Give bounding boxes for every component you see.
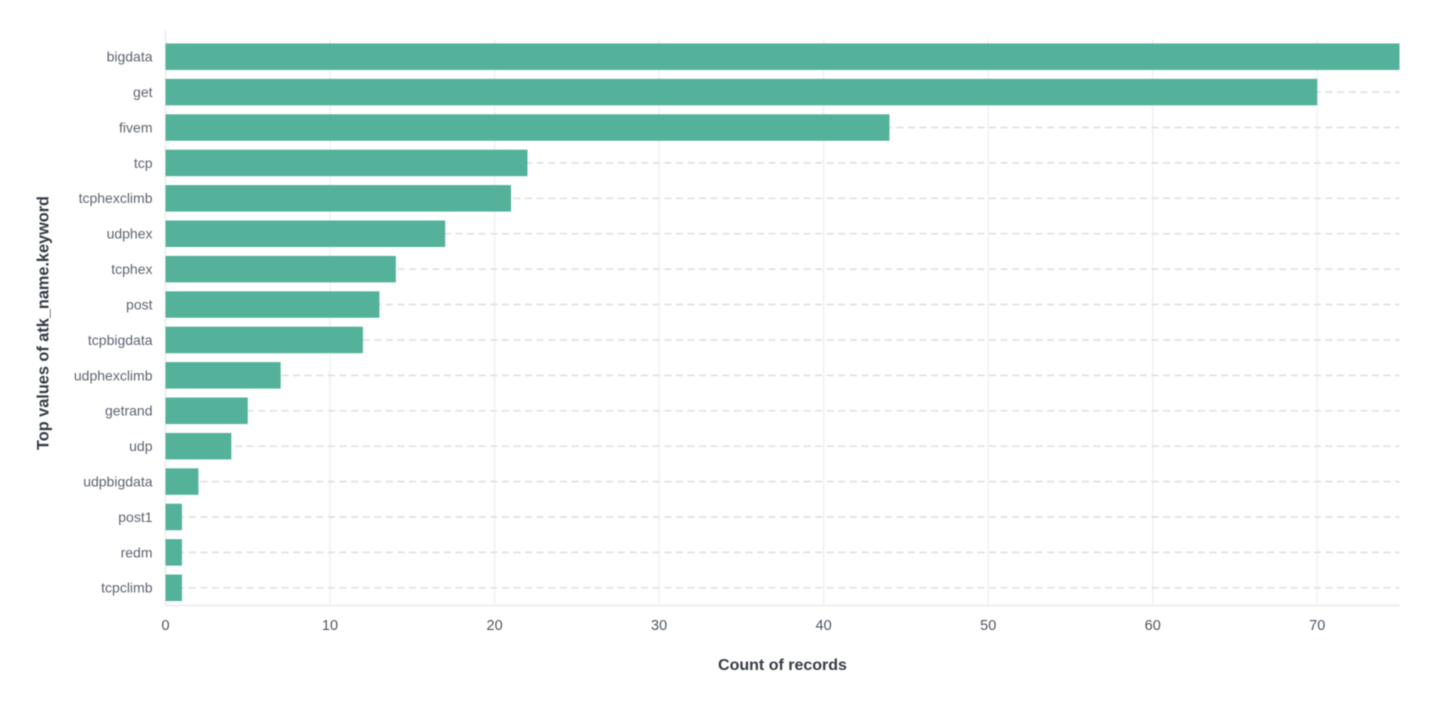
svg-text:30: 30	[651, 618, 667, 634]
svg-text:50: 50	[980, 618, 996, 634]
svg-text:udpbigdata: udpbigdata	[83, 473, 153, 489]
svg-text:70: 70	[1309, 618, 1325, 634]
svg-text:0: 0	[161, 618, 169, 634]
svg-text:Count of records: Count of records	[718, 657, 847, 674]
svg-text:post: post	[126, 296, 153, 312]
svg-text:udphexclimb: udphexclimb	[74, 367, 153, 383]
svg-text:tcphex: tcphex	[111, 261, 152, 277]
svg-text:60: 60	[1145, 618, 1161, 634]
svg-text:tcpbigdata: tcpbigdata	[88, 332, 153, 348]
svg-text:40: 40	[816, 618, 832, 634]
svg-text:get: get	[133, 84, 153, 100]
svg-text:Top values of atk_name.keyword: Top values of atk_name.keyword	[35, 196, 53, 450]
svg-text:redm: redm	[121, 544, 153, 560]
svg-text:getrand: getrand	[105, 403, 152, 419]
svg-text:tcphexclimb: tcphexclimb	[79, 190, 153, 206]
svg-text:post1: post1	[118, 509, 152, 525]
svg-text:tcp: tcp	[134, 155, 153, 171]
svg-text:udp: udp	[129, 438, 153, 454]
svg-text:10: 10	[322, 618, 338, 634]
svg-text:20: 20	[487, 618, 503, 634]
svg-text:tcpclimb: tcpclimb	[101, 580, 153, 596]
svg-text:udphex: udphex	[107, 226, 153, 242]
svg-text:fivem: fivem	[119, 119, 152, 135]
svg-text:bigdata: bigdata	[107, 49, 153, 65]
